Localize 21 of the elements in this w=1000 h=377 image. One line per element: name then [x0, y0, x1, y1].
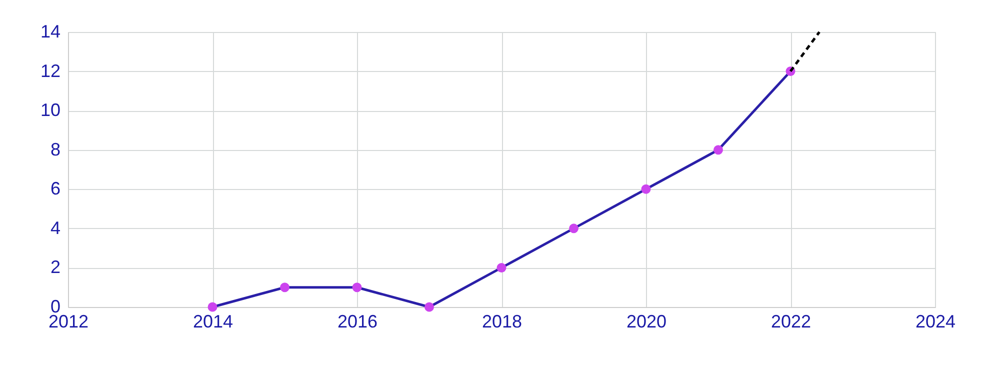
y-tick-label: 2: [50, 257, 60, 278]
point: [569, 224, 578, 234]
x-tick-label: 2022: [770, 312, 812, 332]
y-tick-label: 12: [40, 60, 60, 81]
x-tick-label: 2020: [626, 312, 667, 332]
point: [208, 302, 218, 312]
y-tick-label: 4: [50, 218, 60, 238]
point: [496, 262, 506, 272]
y-tick-label: 10: [40, 100, 60, 120]
x-tick-label: 2018: [482, 312, 522, 332]
y-tick-label: 14: [40, 22, 60, 42]
point: [424, 302, 434, 312]
y-tick-label: 6: [50, 178, 60, 199]
point: [352, 282, 362, 292]
x-tick-label: 2014: [192, 312, 234, 332]
point: [641, 184, 651, 194]
y-tick-label: 8: [50, 139, 60, 160]
x-tick-label: 2016: [337, 312, 378, 332]
point: [280, 282, 290, 292]
x-tick-label: 2024: [915, 312, 956, 332]
point: [714, 145, 723, 155]
